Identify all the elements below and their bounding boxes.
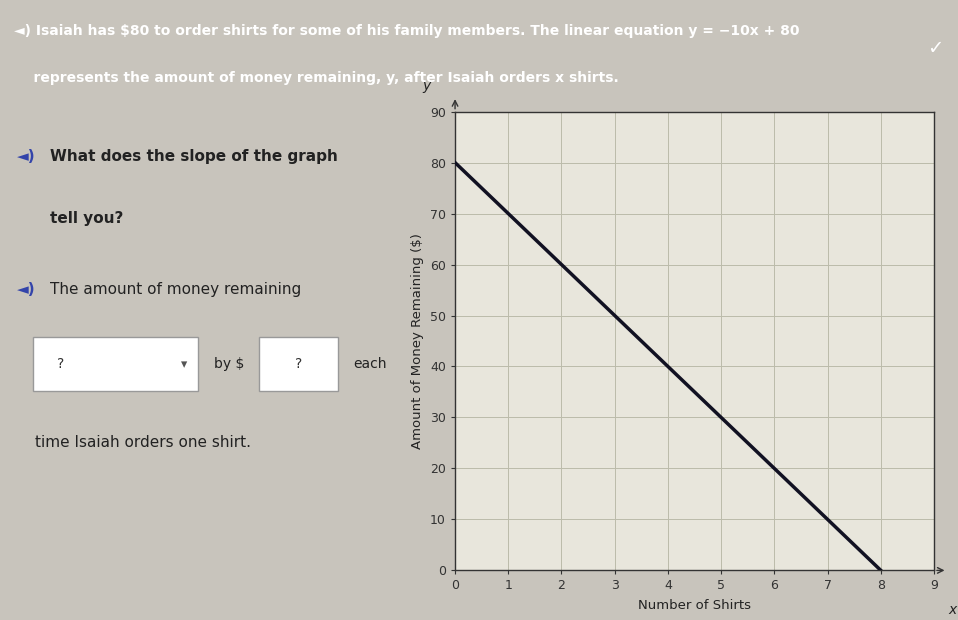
Text: ✓: ✓	[927, 39, 944, 58]
Text: What does the slope of the graph: What does the slope of the graph	[50, 149, 338, 164]
Text: ◄) Isaiah has $80 to order shirts for some of his family members. The linear equ: ◄) Isaiah has $80 to order shirts for so…	[14, 24, 800, 38]
Text: ▾: ▾	[181, 358, 187, 371]
Text: y: y	[422, 79, 430, 93]
Text: The amount of money remaining: The amount of money remaining	[50, 282, 302, 298]
X-axis label: Number of Shirts: Number of Shirts	[638, 600, 751, 613]
Text: ◄): ◄)	[17, 282, 36, 298]
Text: ◄): ◄)	[17, 149, 36, 164]
Text: ?: ?	[295, 357, 302, 371]
Text: each: each	[354, 357, 387, 371]
FancyBboxPatch shape	[33, 337, 198, 391]
Text: x: x	[948, 603, 957, 616]
Text: time Isaiah orders one shirt.: time Isaiah orders one shirt.	[34, 435, 251, 449]
FancyBboxPatch shape	[260, 337, 338, 391]
Text: by $: by $	[214, 357, 244, 371]
Text: represents the amount of money remaining, y, after Isaiah orders x shirts.: represents the amount of money remaining…	[14, 71, 619, 84]
Text: ?: ?	[57, 357, 64, 371]
Text: tell you?: tell you?	[50, 211, 124, 226]
Y-axis label: Amount of Money Remaining ($): Amount of Money Remaining ($)	[412, 233, 424, 449]
